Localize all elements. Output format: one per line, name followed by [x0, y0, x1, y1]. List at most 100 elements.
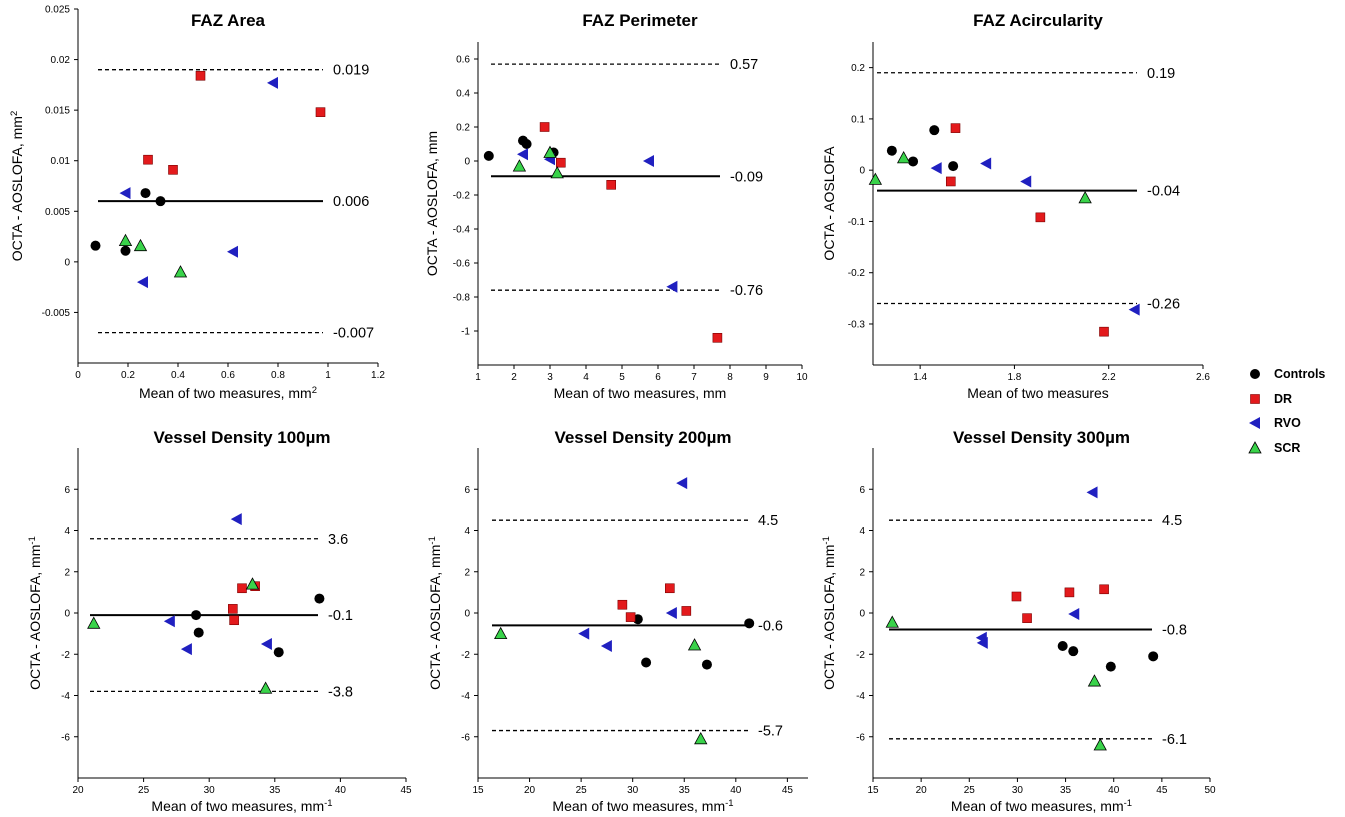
legend-label: RVO	[1274, 416, 1301, 431]
data-point-rvo	[163, 615, 175, 628]
y-tick-label: 0.2	[456, 123, 470, 134]
y-tick-label: -0.2	[453, 191, 471, 202]
x-tick-label: 7	[691, 372, 697, 383]
data-point-dr	[1064, 587, 1075, 598]
data-point-rvo	[676, 477, 688, 490]
y-tick-label: 0	[64, 257, 70, 268]
data-point-dr	[229, 615, 239, 626]
y-tick-label: 2	[464, 567, 470, 578]
legend-marker-shape	[1250, 393, 1260, 404]
x-tick-label: 1	[325, 370, 331, 381]
data-point-rvo	[227, 245, 238, 258]
x-tick-label: 45	[1156, 785, 1168, 796]
legend-marker-shape	[1248, 440, 1262, 454]
data-point-scr	[885, 615, 899, 628]
x-tick-label: 0.8	[271, 370, 285, 381]
y-tick-label: -0.1	[848, 217, 866, 228]
data-point-dr	[681, 606, 692, 616]
legend-entry-controls: Controls	[1248, 362, 1325, 387]
x-tick-label: 25	[576, 785, 588, 796]
x-tick-label: 25	[138, 785, 150, 796]
y-axis-label: OCTA - AOSLOFA, mm-1	[27, 536, 44, 690]
x-tick-label: 40	[335, 785, 347, 796]
legend: Controls DR RVO SCR	[1248, 362, 1325, 460]
data-point-dr	[625, 612, 636, 622]
data-point-dr	[617, 599, 628, 610]
data-point-rvo	[119, 187, 131, 200]
panel-1: FAZ Area 0 0.2 0.4 0.6 0.8 1 1.2 -0.005 0 0.005 0.0…	[9, 5, 386, 402]
y-tick-label: 0	[859, 166, 865, 177]
data-point-dr	[606, 180, 617, 190]
x-tick-label: 2	[511, 372, 517, 383]
x-axis-label: Mean of two measures, mm-1	[951, 798, 1132, 815]
x-tick-label: 3	[547, 372, 553, 383]
x-tick-label: 1.8	[1007, 372, 1021, 383]
legend-marker	[1250, 369, 1260, 380]
panel-4: Vessel Density 100µm 20 25 30 35 40 45 -6 -4 -2 0 2…	[27, 428, 412, 814]
y-tick-label: -2	[61, 650, 70, 661]
upper-loa-label: 3.6	[328, 532, 348, 548]
data-point-controls	[948, 161, 959, 172]
y-tick-label: 4	[464, 526, 470, 537]
legend-marker	[1249, 417, 1260, 430]
y-tick-label: 4	[859, 526, 865, 537]
x-axis-label-sup: -1	[324, 798, 332, 809]
panel-title: Vessel Density 300µm	[953, 428, 1130, 447]
legend-marker-shape	[1249, 417, 1260, 430]
y-tick-label: -0.4	[453, 225, 471, 236]
data-point-controls	[701, 659, 712, 670]
y-tick-label: 6	[64, 485, 70, 496]
lower-loa-label: -3.8	[328, 684, 353, 700]
x-tick-label: 30	[1012, 785, 1024, 796]
x-tick-label: 8	[727, 372, 733, 383]
y-tick-label: 0.02	[51, 55, 71, 66]
y-axis-label: OCTA - AOSLOFA, mm2	[9, 111, 26, 262]
data-point-rvo	[180, 643, 192, 656]
y-tick-label: -0.005	[42, 308, 71, 319]
data-point-rvo	[643, 155, 654, 167]
data-point-rvo	[600, 640, 612, 652]
data-point-dr	[712, 332, 723, 343]
y-tick-label: 6	[859, 485, 865, 496]
data-point-dr	[143, 154, 153, 165]
y-tick-label: 0.005	[45, 207, 70, 218]
upper-loa-label: 0.57	[730, 57, 758, 73]
y-tick-label: -2	[856, 650, 865, 661]
x-tick-label: 20	[72, 785, 84, 796]
data-point-controls	[90, 240, 101, 251]
upper-loa-label: 4.5	[1162, 513, 1182, 529]
legend-label: DR	[1274, 391, 1293, 406]
x-tick-label: 1.4	[913, 372, 927, 383]
y-tick-label: 0.1	[851, 114, 865, 125]
x-axis-label: Mean of two measures	[967, 385, 1109, 401]
y-axis-label: OCTA - AOSLOFA, mm-1	[821, 536, 838, 690]
panel-title: Vessel Density 100µm	[153, 428, 330, 447]
data-point-rvo	[517, 148, 528, 161]
y-tick-label: -4	[856, 691, 865, 702]
data-point-scr	[687, 638, 702, 651]
upper-loa-label: 4.5	[758, 513, 778, 529]
data-point-controls	[1057, 641, 1068, 651]
y-tick-label: 0	[64, 609, 70, 620]
data-point-scr	[87, 616, 101, 629]
y-tick-label: 0.4	[456, 89, 470, 100]
x-axis-label: Mean of two measures, mm-1	[552, 798, 733, 815]
y-tick-label: 0.2	[851, 63, 865, 74]
y-tick-label: -0.6	[453, 259, 471, 270]
data-point-rvo	[665, 607, 677, 619]
y-tick-label: 2	[64, 567, 70, 578]
x-tick-label: 2.6	[1196, 372, 1210, 383]
data-point-controls	[483, 150, 494, 161]
data-point-rvo	[260, 637, 272, 650]
x-tick-label: 30	[204, 785, 216, 796]
data-point-controls	[521, 139, 532, 149]
y-axis-label: OCTA - AOSLOFA, mm-1	[427, 536, 444, 690]
legend-entry-rvo: RVO	[1248, 411, 1325, 436]
x-tick-label: 1.2	[371, 370, 385, 381]
panel-3: FAZ Acircularity 1.4 1.8 2.2 2.6 -0.3 -0.2 -0.1…	[821, 11, 1210, 401]
data-point-controls	[1068, 646, 1079, 657]
x-tick-label: 0	[75, 370, 81, 381]
data-point-controls	[155, 196, 166, 207]
data-point-scr	[512, 159, 527, 172]
